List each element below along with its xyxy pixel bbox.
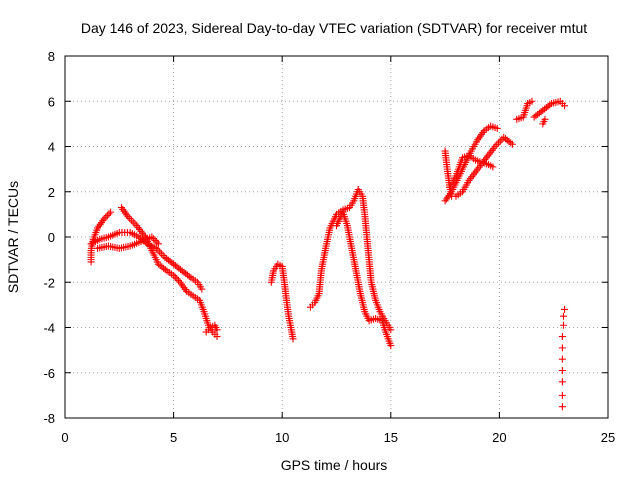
data-point [185,272,193,280]
series-segment-seg1c [117,204,221,341]
y-tick-label: -2 [43,275,55,290]
x-axis-ticks: 0 5 10 15 20 25 [61,56,615,445]
data-point [561,305,569,313]
x-tick-label: 0 [61,430,68,445]
data-point [173,275,181,283]
data-point [129,218,137,226]
data-point [508,140,516,148]
series-segment-seg4f [539,115,549,128]
data-point [107,208,115,216]
data-point [546,101,554,109]
y-axis-label: SDTVAR / TECUs [5,181,21,293]
series-segment-seg5 [558,305,569,411]
data-point [159,252,167,260]
data-point [131,220,139,228]
data-point [151,236,159,244]
y-tick-label: -6 [43,366,55,381]
data-point [103,212,111,220]
series-segment-seg1e [202,321,221,336]
data-point [541,115,549,123]
x-tick-label: 20 [492,430,506,445]
data-point [153,238,161,246]
data-points [87,97,569,411]
data-point [100,215,108,223]
data-point [558,355,566,363]
series-segment-seg2 [267,260,297,343]
data-point [126,214,134,222]
data-point [558,391,566,399]
data-point [148,233,156,241]
data-point [105,210,113,218]
x-tick-label: 10 [275,430,289,445]
y-tick-label: 2 [48,185,55,200]
data-point [558,333,566,341]
data-point [495,139,503,147]
data-point [127,216,135,224]
data-point [174,277,182,285]
x-tick-label: 25 [601,430,615,445]
data-point [150,235,158,243]
data-point [213,326,221,334]
data-point [387,342,395,350]
data-point [102,213,110,221]
y-tick-label: -8 [43,411,55,426]
series-segment-seg3b [333,208,395,350]
y-tick-label: 4 [48,140,55,155]
data-point [493,141,501,149]
chart-title: Day 146 of 2023, Sidereal Day-to-day VTE… [81,20,587,36]
data-point [558,378,566,386]
y-tick-label: 0 [48,230,55,245]
y-tick-label: 6 [48,94,55,109]
data-point [507,139,515,147]
data-point [559,321,567,329]
data-point [493,124,501,132]
data-point [157,250,165,258]
y-axis-ticks: -8 -6 -4 -2 0 2 4 6 8 [43,49,608,426]
data-point [289,335,297,343]
series-segment-seg4a [441,133,516,200]
data-point [489,163,497,171]
data-point [561,102,569,110]
data-point [558,403,566,411]
data-point [161,266,169,274]
grid-lines [65,56,608,418]
y-tick-label: -4 [43,321,55,336]
data-point [558,344,566,352]
series-segment-seg4c [445,152,497,191]
data-point [559,312,567,320]
x-tick-label: 15 [384,430,398,445]
x-axis-label: GPS time / hours [281,457,388,473]
series-segment-seg1d [94,233,162,252]
data-point [558,366,566,374]
data-point [213,333,221,341]
data-point [170,271,178,279]
data-point [198,285,206,293]
series-segment-seg4d [513,97,536,123]
y-tick-label: 8 [48,49,55,64]
series-segment-seg4e [530,97,569,121]
data-point [171,273,179,281]
series-segment-seg4b [441,122,501,205]
data-point [154,240,162,248]
x-tick-label: 5 [170,430,177,445]
data-point [528,97,536,105]
data-point [156,248,164,256]
